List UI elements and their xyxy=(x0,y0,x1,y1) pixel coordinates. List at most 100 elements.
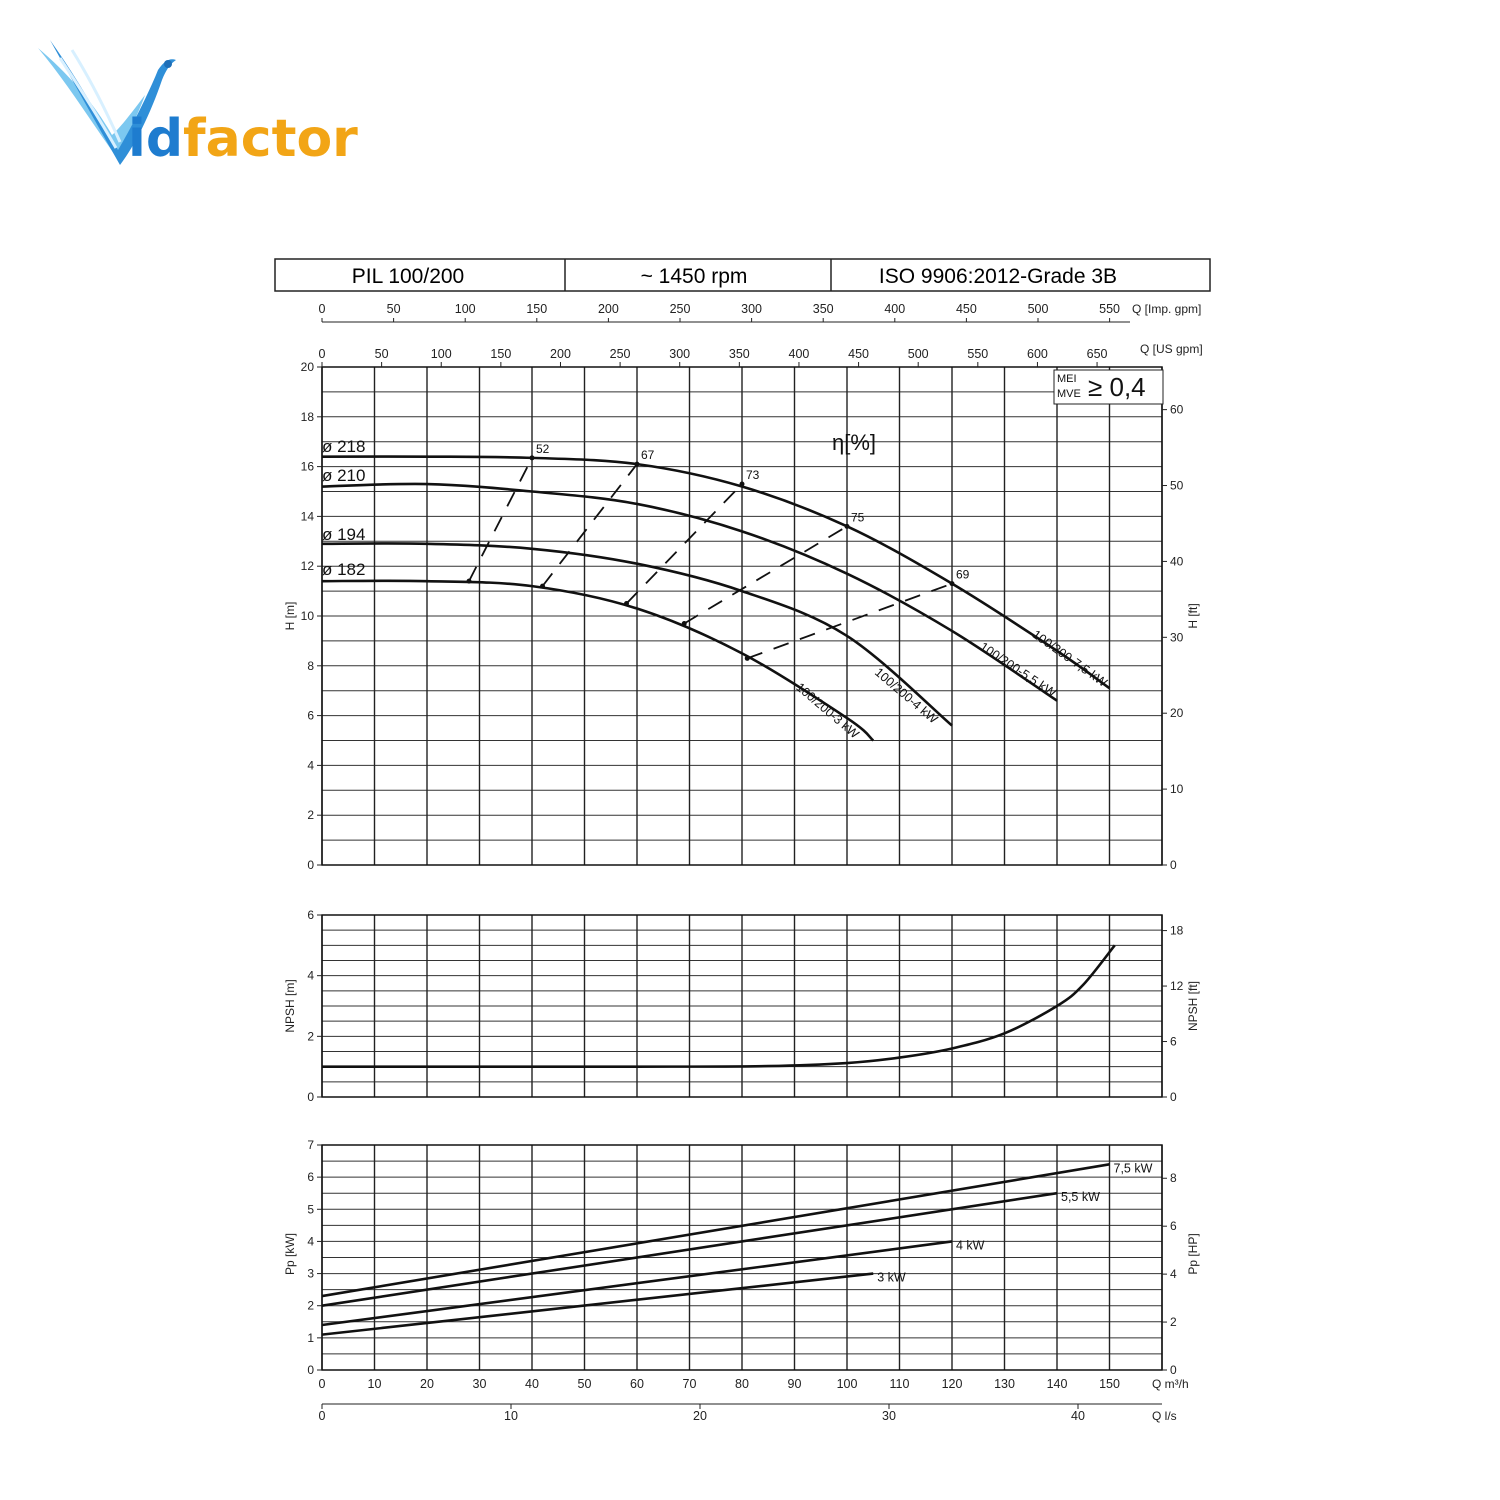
npsh-curve xyxy=(321,944,1116,1069)
npsh-y-tick-label: 6 xyxy=(307,908,314,922)
npsh-y-label: NPSH [m] xyxy=(283,979,297,1032)
imp-gpm-tick-label: 350 xyxy=(813,302,834,316)
head-y-tick-label: 4 xyxy=(307,758,314,772)
head-y-tick-label: 14 xyxy=(301,509,315,523)
power-y-label: Pp [kW] xyxy=(283,1233,297,1275)
head-y-tick-label: 6 xyxy=(307,709,314,723)
us-gpm-tick-label: 0 xyxy=(319,347,326,361)
diameter-label-182: ø 182 xyxy=(322,560,365,579)
efficiency-label-67: 67 xyxy=(641,448,655,462)
us-gpm-tick-label: 150 xyxy=(490,347,511,361)
us-gpm-tick-label: 450 xyxy=(848,347,869,361)
diameter-label-194: ø 194 xyxy=(322,525,365,544)
power-line-0 xyxy=(321,1163,1110,1298)
head-curve-1 xyxy=(321,482,1058,702)
us-gpm-tick-label: 300 xyxy=(669,347,690,361)
flow-m3h-tick-label: 150 xyxy=(1099,1377,1120,1391)
flow-ls-tick-label: 10 xyxy=(504,1409,518,1423)
efficiency-label-73: 73 xyxy=(746,468,760,482)
npsh-y-right-tick-label: 0 xyxy=(1170,1090,1177,1104)
head-curve-2 xyxy=(321,542,953,727)
flow-ls-tick-label: 0 xyxy=(319,1409,326,1423)
flow-m3h-tick-label: 20 xyxy=(420,1377,434,1391)
mei-value: ≥ 0,4 xyxy=(1088,372,1146,402)
flow-ls-tick-label: 40 xyxy=(1071,1409,1085,1423)
npsh-chart: 0 2 4 6 0 6 12 18 NPSH [m] NPSH [ft] xyxy=(283,908,1200,1104)
imp-gpm-tick-label: 50 xyxy=(387,302,401,316)
power-y-tick-label: 3 xyxy=(307,1267,314,1281)
imp-gpm-axis-label: Q [Imp. gpm] xyxy=(1132,302,1201,316)
power-frame xyxy=(321,1144,1163,1371)
imp-gpm-tick-label: 300 xyxy=(741,302,762,316)
logo-wordmark: idfactor xyxy=(128,109,358,169)
flow-m3h-tick-label: 70 xyxy=(683,1377,697,1391)
power-y-tick-label: 6 xyxy=(307,1170,314,1184)
flow-m3h-tick-label: 50 xyxy=(578,1377,592,1391)
npsh-y-tick-label: 4 xyxy=(307,969,314,983)
us-gpm-tick-label: 400 xyxy=(789,347,810,361)
imp-gpm-tick-label: 0 xyxy=(319,302,326,316)
imp-gpm-tick-label: 400 xyxy=(884,302,905,316)
power-y-right-tick-label: 2 xyxy=(1170,1315,1177,1329)
efficiency-line-69 xyxy=(746,582,953,660)
head-curve-0 xyxy=(321,455,1111,690)
flow-m3h-tick-label: 10 xyxy=(368,1377,382,1391)
mei-badge: MEI MVE ≥ 0,4 xyxy=(1053,369,1164,405)
power-y-tick-label: 2 xyxy=(307,1299,314,1313)
head-y-tick-label: 2 xyxy=(307,808,314,822)
efficiency-line-52 xyxy=(468,457,533,582)
header-table: PIL 100/200 ~ 1450 rpm ISO 9906:2012-Gra… xyxy=(274,258,1211,292)
us-gpm-tick-label: 500 xyxy=(908,347,929,361)
flow-m3h-tick-label: 130 xyxy=(994,1377,1015,1391)
head-y-label: H [m] xyxy=(283,602,297,631)
power-y-tick-label: 0 xyxy=(307,1363,314,1377)
power-y-right-label: Pp [HP] xyxy=(1186,1233,1200,1274)
power-line-1 xyxy=(321,1191,1058,1307)
speed-label: ~ 1450 rpm xyxy=(641,265,748,288)
mve-label: MVE xyxy=(1057,388,1081,400)
efficiency-label-52: 52 xyxy=(536,442,550,456)
power-line-label-0: 7,5 kW xyxy=(1114,1161,1153,1175)
efficiency-label-75: 75 xyxy=(851,510,865,524)
flow-m3h-tick-label: 110 xyxy=(890,1377,910,1391)
mei-label: MEI xyxy=(1057,373,1077,385)
flow-m3h-tick-label: 140 xyxy=(1047,1377,1068,1391)
power-y-right-tick-label: 4 xyxy=(1170,1267,1177,1281)
flow-ls-axis: 0 10 20 30 40 Q l/s xyxy=(319,1403,1177,1423)
imp-gpm-axis: 0 50 100 150 200 250 300 350 400 450 500 550 Q [Imp… xyxy=(319,302,1201,323)
imp-gpm-tick-label: 250 xyxy=(670,302,691,316)
standard-label: ISO 9906:2012-Grade 3B xyxy=(879,265,1117,288)
flow-ls-tick-label: 20 xyxy=(693,1409,707,1423)
flow-m3h-tick-label: 80 xyxy=(735,1377,749,1391)
head-y-tick-label: 20 xyxy=(301,360,315,374)
power-line-3 xyxy=(321,1272,874,1336)
npsh-y-tick-label: 2 xyxy=(307,1029,314,1043)
head-y-right-tick-label: 0 xyxy=(1170,858,1177,872)
efficiency-line-67 xyxy=(541,463,638,587)
us-gpm-tick-label: 100 xyxy=(431,347,452,361)
power-y-right-tick-label: 8 xyxy=(1170,1171,1177,1185)
imp-gpm-tick-label: 550 xyxy=(1099,302,1120,316)
head-y-right-tick-label: 50 xyxy=(1170,479,1184,493)
vidfactor-logo: idfactor xyxy=(38,40,358,169)
power-y-tick-label: 1 xyxy=(307,1331,314,1345)
head-curve-label-3: 100/200-3 kW xyxy=(793,680,861,741)
us-gpm-tick-label: 550 xyxy=(967,347,988,361)
flow-ls-axis-label: Q l/s xyxy=(1152,1409,1177,1423)
head-y-right-label: H [ft] xyxy=(1186,603,1200,628)
power-y-right-tick-label: 0 xyxy=(1170,1363,1177,1377)
imp-gpm-tick-label: 500 xyxy=(1028,302,1049,316)
head-y-tick-label: 8 xyxy=(307,659,314,673)
power-line-label-1: 5,5 kW xyxy=(1061,1190,1100,1204)
us-gpm-tick-label: 600 xyxy=(1027,347,1048,361)
efficiency-label: η[%] xyxy=(832,430,876,455)
head-chart: 0 50 100 150 200 250 300 350 400 450 500 550 600 650 … xyxy=(283,342,1203,872)
imp-gpm-tick-label: 200 xyxy=(598,302,619,316)
power-line-label-3: 3 kW xyxy=(877,1271,906,1285)
flow-m3h-tick-label: 30 xyxy=(473,1377,487,1391)
flow-m3h-tick-label: 60 xyxy=(630,1377,644,1391)
power-y-tick-label: 5 xyxy=(307,1202,314,1216)
bird-wing-icon xyxy=(38,40,176,165)
flow-m3h-tick-label: 40 xyxy=(525,1377,539,1391)
